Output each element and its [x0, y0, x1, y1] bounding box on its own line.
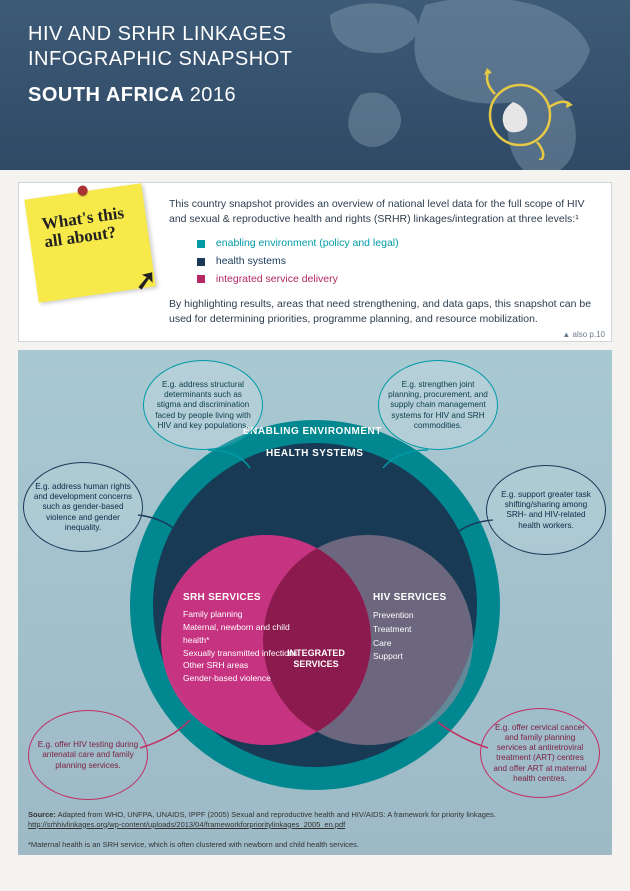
diagram-panel: ENABLING ENVIRONMENT HEALTH SYSTEMS SRH …	[18, 350, 612, 855]
legend-label: integrated service delivery	[216, 273, 338, 285]
callout-enabling-left: E.g. address structural determinants suc…	[143, 360, 263, 450]
legend: enabling environment (policy and legal) …	[197, 235, 593, 289]
hiv-item: Treatment	[373, 623, 483, 637]
country: SOUTH AFRICA	[28, 84, 184, 106]
about-intro: This country snapshot provides an overvi…	[169, 197, 593, 227]
srh-item: Family planning	[183, 608, 303, 621]
hiv-item: Care	[373, 637, 483, 651]
legend-label: health systems	[216, 255, 286, 267]
srh-item: Gender-based violence	[183, 672, 303, 685]
legend-item-health: health systems	[197, 253, 593, 271]
about-panel: What's this all about? ➚ This country sn…	[18, 182, 612, 342]
srh-title: SRH SERVICES	[183, 590, 303, 605]
pin-icon	[77, 185, 88, 196]
callout-service-left: E.g. offer HIV testing during antenatal …	[28, 710, 148, 800]
srh-item: Maternal, newborn and child health*	[183, 621, 303, 647]
legend-label: enabling environment (policy and legal)	[216, 237, 399, 249]
arrow-icon: ➚	[133, 265, 158, 295]
source-line: Source: Adapted from WHO, UNFPA, UNAIDS,…	[28, 810, 602, 830]
callout-enabling-right: E.g. strengthen joint planning, procurem…	[378, 360, 498, 450]
legend-swatch	[197, 240, 205, 248]
header: HIV AND SRHR LINKAGES INFOGRAPHIC SNAPSH…	[0, 0, 630, 170]
integrated-services-label: INTEGRATED SERVICES	[281, 648, 351, 670]
page-note: ▲ also p.10	[562, 330, 605, 339]
year: 2016	[190, 84, 237, 106]
hiv-services-block: HIV SERVICES Prevention Treatment Care S…	[373, 590, 483, 663]
footnote: *Maternal health is an SRH service, whic…	[28, 840, 602, 849]
legend-item-enabling: enabling environment (policy and legal)	[197, 235, 593, 253]
about-outro: By highlighting results, areas that need…	[169, 297, 593, 327]
callout-service-right: E.g. offer cervical cancer and family pl…	[480, 708, 600, 798]
sticky-text: What's this all about?	[41, 203, 126, 251]
srh-services-block: SRH SERVICES Family planning Maternal, n…	[183, 590, 303, 685]
legend-item-service: integrated service delivery	[197, 271, 593, 289]
legend-swatch	[197, 258, 205, 266]
legend-swatch	[197, 275, 205, 283]
source-text: Adapted from WHO, UNFPA, UNAIDS, IPPF (2…	[56, 810, 496, 819]
page: HIV AND SRHR LINKAGES INFOGRAPHIC SNAPSH…	[0, 0, 630, 891]
ring-label-inner: HEALTH SYSTEMS	[266, 448, 363, 459]
sticky-note: What's this all about? ➚	[24, 183, 155, 302]
source-label: Source:	[28, 810, 56, 819]
source-url: http://srhhivlinkages.org/wp-content/upl…	[28, 820, 345, 829]
hiv-item: Prevention	[373, 609, 483, 623]
hiv-item: Support	[373, 650, 483, 664]
hiv-title: HIV SERVICES	[373, 590, 483, 606]
ring-label-outer: ENABLING ENVIRONMENT	[243, 426, 382, 437]
south-africa-highlight	[465, 60, 575, 160]
callout-health-right: E.g. support greater task shifting/shari…	[486, 465, 606, 555]
callout-health-left: E.g. address human rights and developmen…	[23, 462, 143, 552]
